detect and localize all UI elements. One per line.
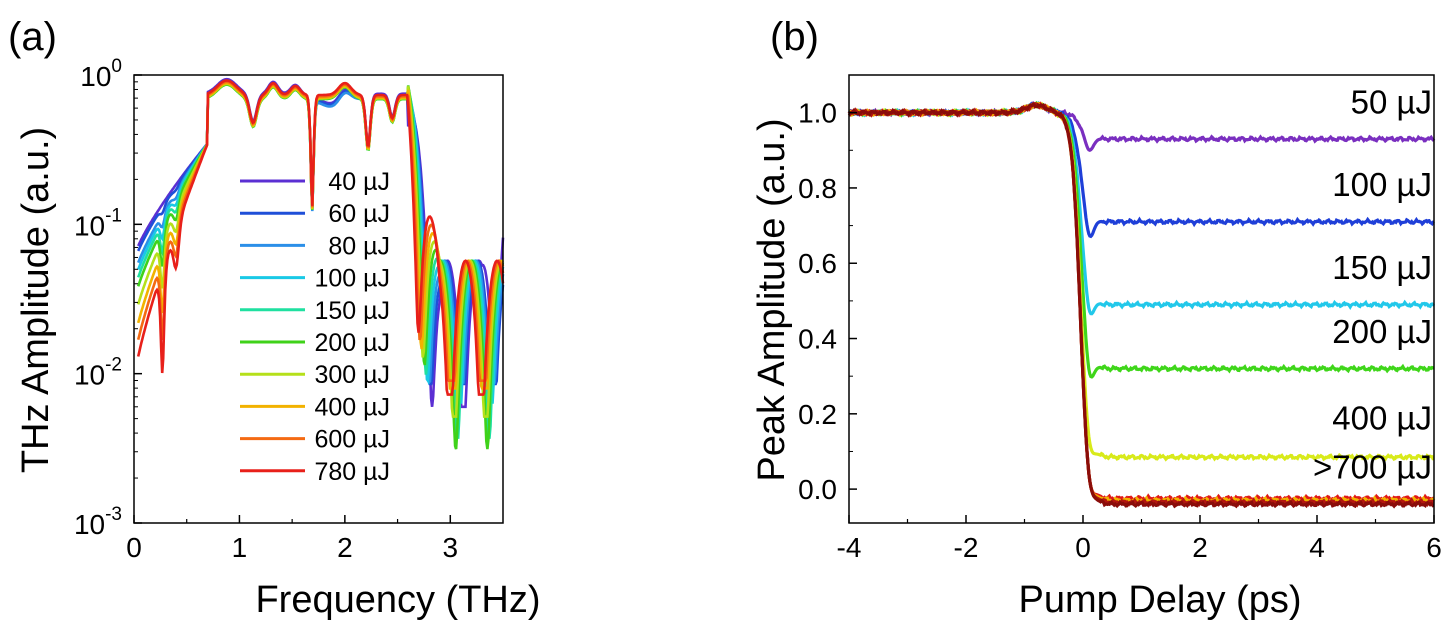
panel-a-y-tick-label: 100 xyxy=(80,56,122,92)
panel-b-y-axis-label: Peak Amplitude (a.u.) xyxy=(751,118,793,481)
panel-a-legend-label: 780 µJ xyxy=(314,458,390,486)
panel-b-series-line xyxy=(848,101,1435,509)
panel-b-y-tick-label: 0.4 xyxy=(798,324,837,355)
panel-a-frame xyxy=(133,74,504,524)
panel-b-x-tick-label: 6 xyxy=(1426,532,1442,563)
panel-b-curves xyxy=(847,100,1436,509)
panel-b-series-label: >700 µJ xyxy=(1313,449,1432,486)
panel-a-x-tick-label: 3 xyxy=(442,532,458,563)
panel-b-series-labels: 50 µJ 100 µJ 150 µJ 200 µJ 400 µJ >700 µJ xyxy=(1313,83,1432,485)
panel-b-x-tick-label: 0 xyxy=(1075,532,1091,563)
panel-a-y-tick-label: 10-1 xyxy=(74,205,122,241)
panel-a-curves xyxy=(136,77,505,450)
panel-a-series-line xyxy=(136,79,505,396)
panel-b-x-tick-label: 2 xyxy=(1192,532,1208,563)
panel-a-y-axis-label: THz Amplitude (a.u.) xyxy=(15,127,57,473)
panel-a-x-tick-label: 0 xyxy=(126,532,142,563)
panel-b-x-tick-label: -4 xyxy=(837,532,862,563)
panel-label-b: (b) xyxy=(770,15,819,59)
panel-a-legend-label: 200 µJ xyxy=(314,329,390,357)
panel-b-series-label: 400 µJ xyxy=(1332,400,1432,437)
panel-a-legend-label: 150 µJ xyxy=(314,297,390,325)
panel-a-legend: 40 µJ 60 µJ 80 µJ 100 µJ 150 µJ 200 µJ 300 µJ 4… xyxy=(240,168,390,486)
panel-a-x-axis-label: Frequency (THz) xyxy=(255,579,540,621)
panel-b-series-label: 100 µJ xyxy=(1332,166,1432,203)
panel-a-x-tick-label: 1 xyxy=(232,532,248,563)
panel-label-a: (a) xyxy=(8,15,57,59)
panel-a-legend-label: 400 µJ xyxy=(314,393,390,421)
panel-a-chart: 0 1 2 3 100 10-1 10-2 10-3 40 µJ 60 µJ 80 µJ 100 µ… xyxy=(15,56,541,621)
panel-b-series-label: 150 µJ xyxy=(1332,249,1432,286)
panel-a-y-tick-label: 10-3 xyxy=(74,504,122,540)
panel-b-y-tick-label: 0.0 xyxy=(798,474,837,505)
panel-b-y-tick-label: 0.2 xyxy=(798,399,837,430)
panel-a-x-tick-label: 2 xyxy=(337,532,353,563)
panel-a-legend-label: 100 µJ xyxy=(314,265,390,293)
panel-b-y-tick-label: 1.0 xyxy=(798,98,837,129)
panel-a-y-tick-label: 10-2 xyxy=(74,355,122,391)
panel-a-legend-label: 80 µJ xyxy=(328,232,390,260)
panel-b-y-tick-label: 0.8 xyxy=(798,173,837,204)
panel-b-series-label: 200 µJ xyxy=(1332,313,1432,350)
panel-b-series-label: 50 µJ xyxy=(1351,83,1432,120)
panel-a-legend-label: 60 µJ xyxy=(328,200,390,228)
panel-b-x-axis-label: Pump Delay (ps) xyxy=(1019,579,1302,621)
panel-a-legend-label: 600 µJ xyxy=(314,426,390,454)
panel-b-chart: -4 -2 0 2 4 6 0.0 0.2 0.4 0.6 0.8 1.0 50 µJ 100 µJ 15… xyxy=(751,74,1442,621)
panel-b-y-tick-label: 0.6 xyxy=(798,248,837,279)
panel-b-x-tick-label: -2 xyxy=(954,532,979,563)
panel-b-x-tick-label: 4 xyxy=(1309,532,1325,563)
panel-a-legend-label: 40 µJ xyxy=(328,168,390,196)
panel-a-legend-label: 300 µJ xyxy=(314,361,390,389)
panel-b-ticks: -4 -2 0 2 4 6 0.0 0.2 0.4 0.6 0.8 1.0 xyxy=(798,74,1442,563)
